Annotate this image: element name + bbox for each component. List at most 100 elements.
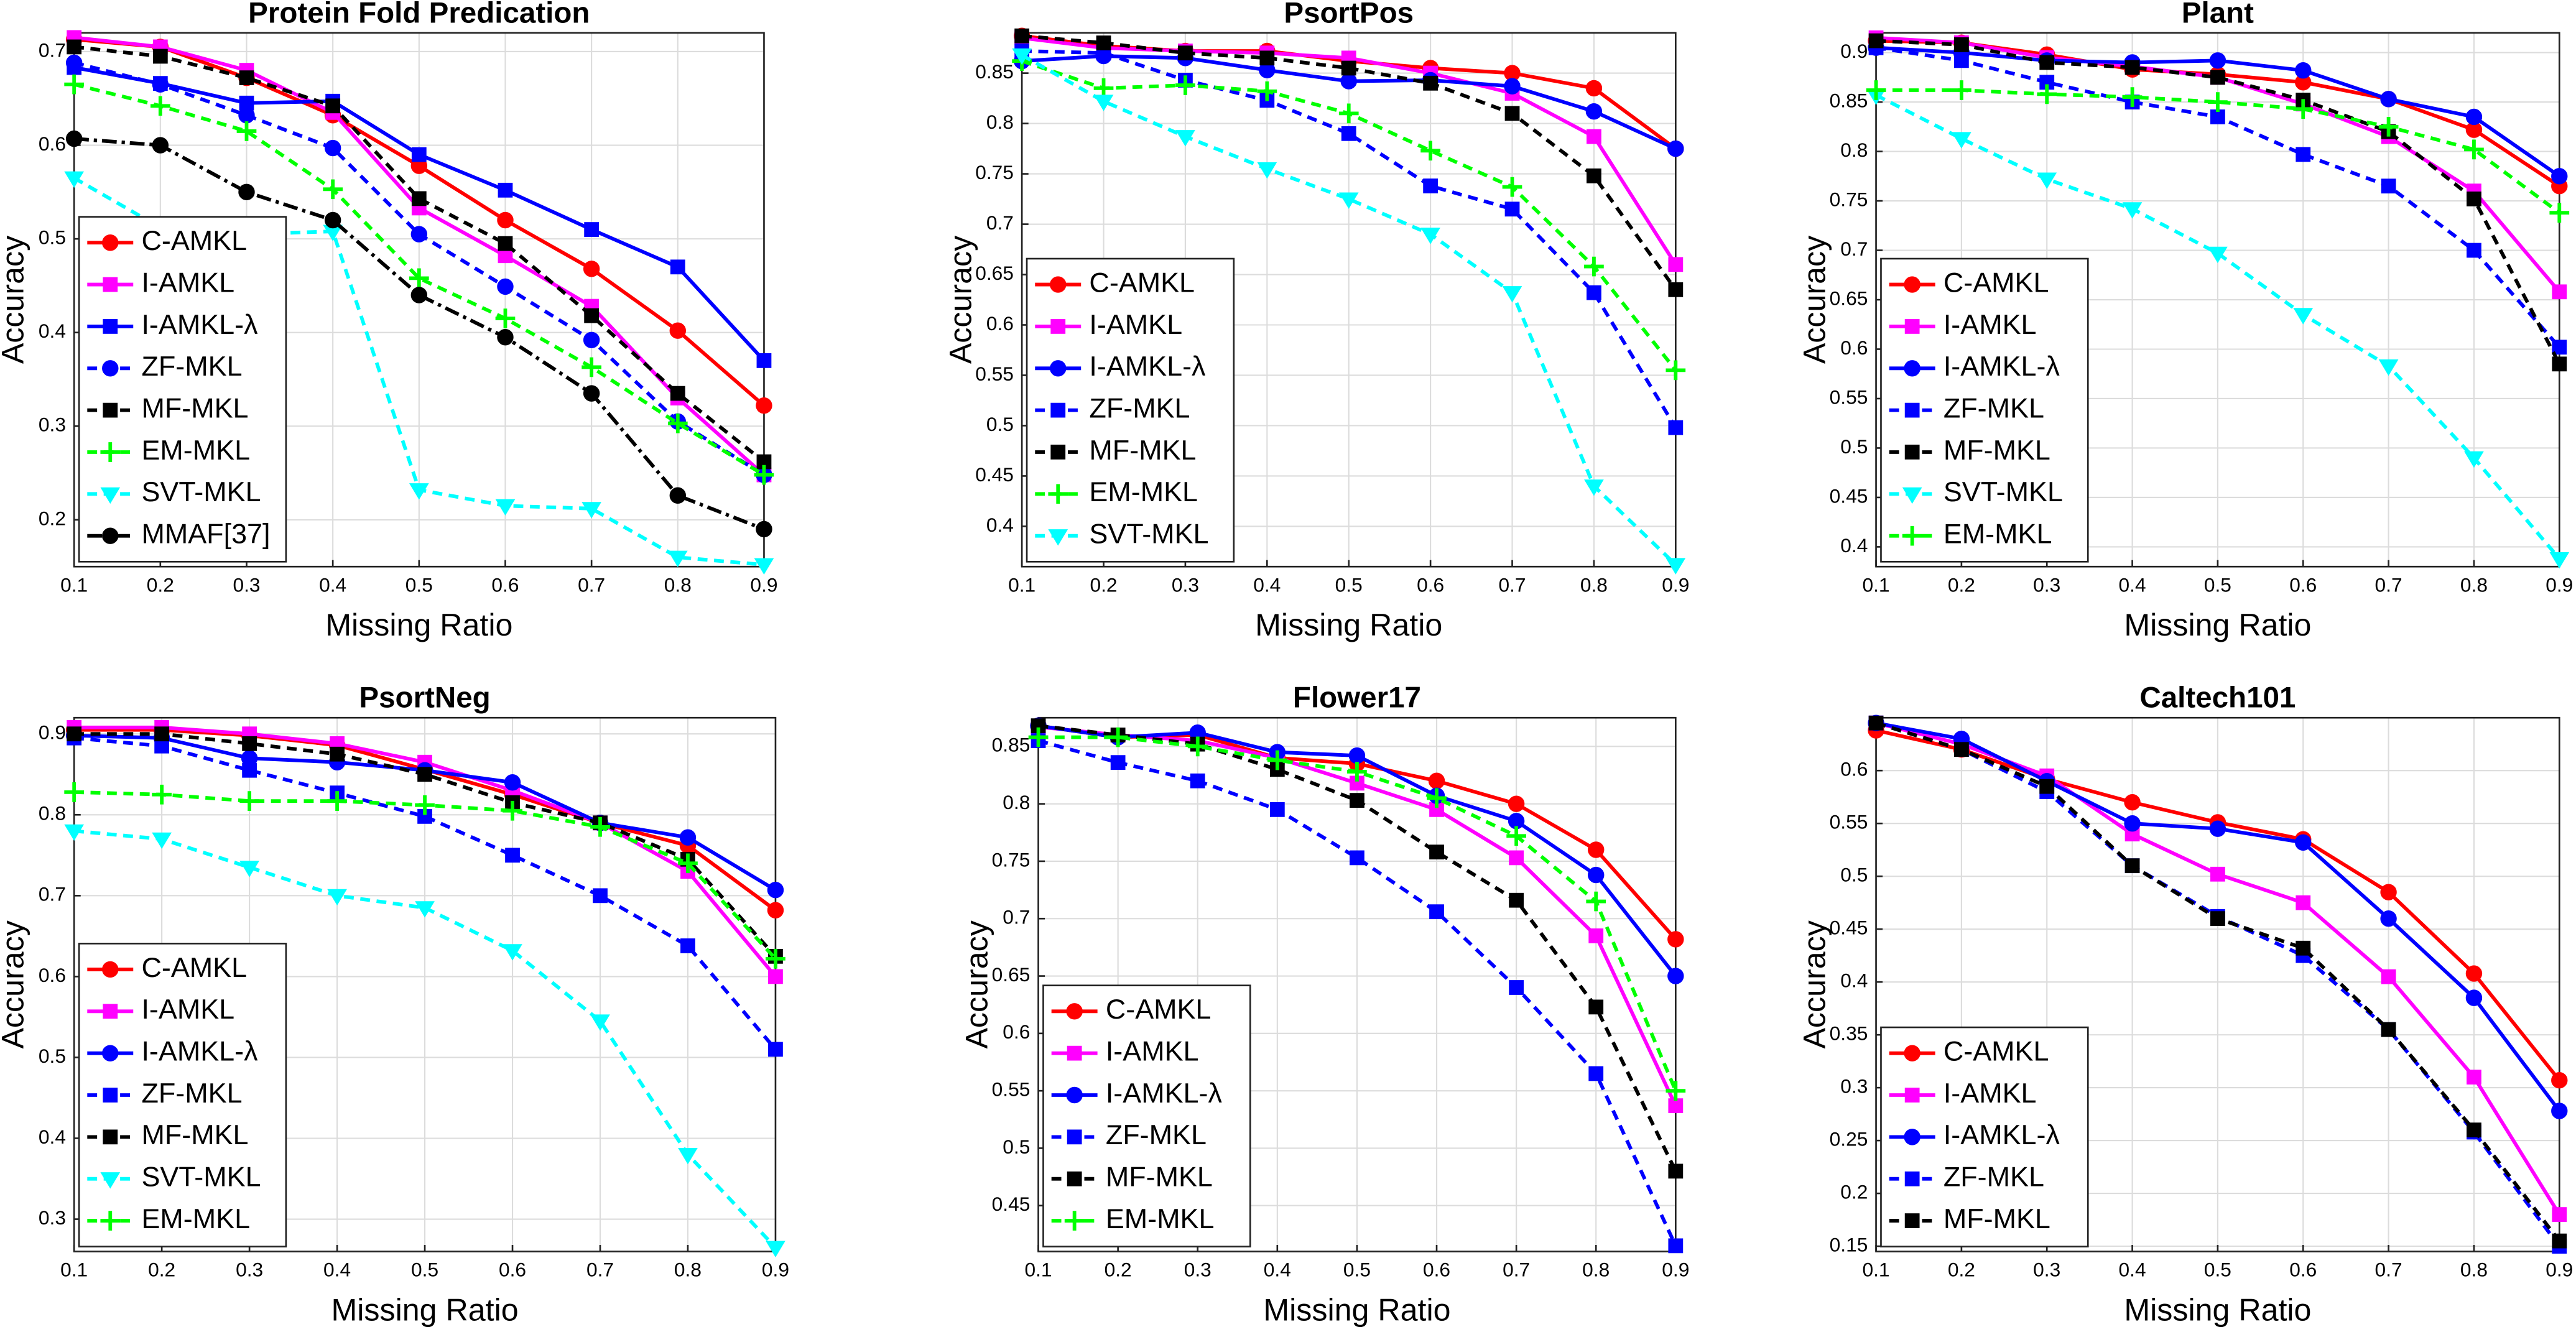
x-axis-label: Missing Ratio [2124, 1293, 2311, 1328]
marker [581, 357, 601, 377]
marker [1584, 256, 1604, 277]
y-axis-label: Accuracy [0, 236, 30, 364]
marker [2208, 92, 2228, 112]
marker [1259, 50, 1275, 66]
marker [1587, 168, 1601, 183]
x-tick-label: 0.1 [1863, 573, 1890, 596]
legend-label: I-AMKL-λ [141, 1035, 258, 1067]
marker [590, 816, 610, 837]
marker [236, 121, 257, 141]
legend-label: MF-MKL [1944, 1203, 2050, 1234]
marker [1586, 891, 1606, 912]
marker [680, 938, 695, 953]
marker [2295, 62, 2312, 79]
x-tick-label: 0.7 [2375, 1259, 2402, 1281]
marker [2552, 340, 2567, 355]
marker [678, 1147, 698, 1165]
legend-label: C-AMKL [1106, 993, 1212, 1025]
legend-box [78, 216, 287, 563]
marker [495, 499, 516, 516]
legend-marker [102, 527, 119, 544]
marker [415, 795, 435, 815]
marker [1587, 129, 1601, 144]
chart-title: Plant [2182, 0, 2254, 29]
series-line [1876, 39, 2561, 365]
y-axis-label: Accuracy [960, 920, 994, 1048]
marker [325, 98, 341, 114]
marker [498, 236, 513, 251]
series-line [73, 137, 765, 531]
marker [2210, 866, 2225, 882]
y-tick-label: 0.6 [1003, 1020, 1030, 1043]
marker [65, 130, 83, 147]
chart-title: PsortPos [1284, 0, 1414, 29]
legend-marker [1067, 1129, 1082, 1145]
legend-label: MMAF[37] [141, 518, 270, 550]
marker [590, 1014, 610, 1031]
x-tick-label: 0.6 [499, 1259, 526, 1281]
marker [327, 889, 347, 906]
legend-marker [1067, 1171, 1082, 1186]
marker [1954, 53, 1969, 68]
y-tick-label: 0.7 [986, 211, 1014, 234]
marker [238, 107, 255, 124]
legend-label: I-AMKL [141, 993, 234, 1025]
y-tick-label: 0.6 [1840, 758, 1868, 780]
marker [2122, 202, 2143, 219]
y-tick-label: 0.85 [975, 60, 1014, 83]
axes-frame [1875, 32, 2560, 568]
x-tick-label: 0.2 [1948, 1259, 1975, 1281]
marker [768, 1042, 783, 1057]
x-tick-label: 0.2 [147, 573, 174, 596]
marker [1110, 755, 1126, 770]
marker [2381, 178, 2396, 194]
y-tick-label: 0.85 [992, 734, 1031, 756]
subplot: 0.4 0.45 0.5 0.55 0.6 0.65 0.7 0.75 0.8 0.85 0.9 0.… [1797, 0, 2574, 642]
marker [1668, 1163, 1684, 1179]
legend: C-AMKL I-AMKL I-AMKL-λ ZF-MKL MF-MKL EM-MKL [1042, 984, 1251, 1247]
marker [1666, 360, 1686, 381]
marker [324, 211, 341, 229]
series-line [1875, 93, 2561, 560]
marker [410, 287, 428, 303]
marker [503, 944, 522, 961]
y-tick-label: 0.7 [39, 39, 66, 61]
axes-frame [1875, 716, 2560, 1252]
x-axis-label: Missing Ratio [1263, 1293, 1450, 1328]
marker [1341, 60, 1356, 76]
marker [1668, 282, 1684, 297]
legend-label: I-AMKL [1106, 1035, 1199, 1067]
y-tick-label: 0.3 [1840, 1075, 1868, 1097]
marker [239, 95, 254, 111]
marker [2551, 168, 2568, 185]
legend-marker [1050, 319, 1066, 334]
marker [1504, 106, 1520, 121]
marker [669, 487, 687, 504]
marker [1952, 80, 1971, 100]
marker [1420, 141, 1440, 161]
marker [2124, 815, 2141, 832]
marker [1012, 48, 1032, 65]
y-tick-label: 0.4 [986, 514, 1014, 536]
marker [1429, 802, 1444, 817]
marker [2039, 55, 2055, 70]
marker [1509, 980, 1524, 995]
marker [1868, 715, 1884, 731]
marker [1190, 773, 1205, 789]
marker [1588, 841, 1605, 858]
legend-marker [102, 961, 119, 978]
x-tick-label: 0.9 [762, 1259, 789, 1281]
axes-frame [1021, 32, 1677, 568]
legend-marker [100, 1211, 121, 1231]
legend-marker [1064, 1211, 1085, 1231]
legend-marker [102, 1045, 119, 1061]
marker [1347, 762, 1367, 782]
marker [2381, 969, 2396, 984]
legend-marker [1050, 402, 1066, 418]
marker [1506, 826, 1526, 846]
marker [1257, 81, 1277, 101]
legend-label: EM-MKL [1089, 476, 1198, 507]
marker [1585, 80, 1603, 97]
x-tick-label: 0.6 [1417, 573, 1444, 596]
marker [239, 861, 259, 877]
